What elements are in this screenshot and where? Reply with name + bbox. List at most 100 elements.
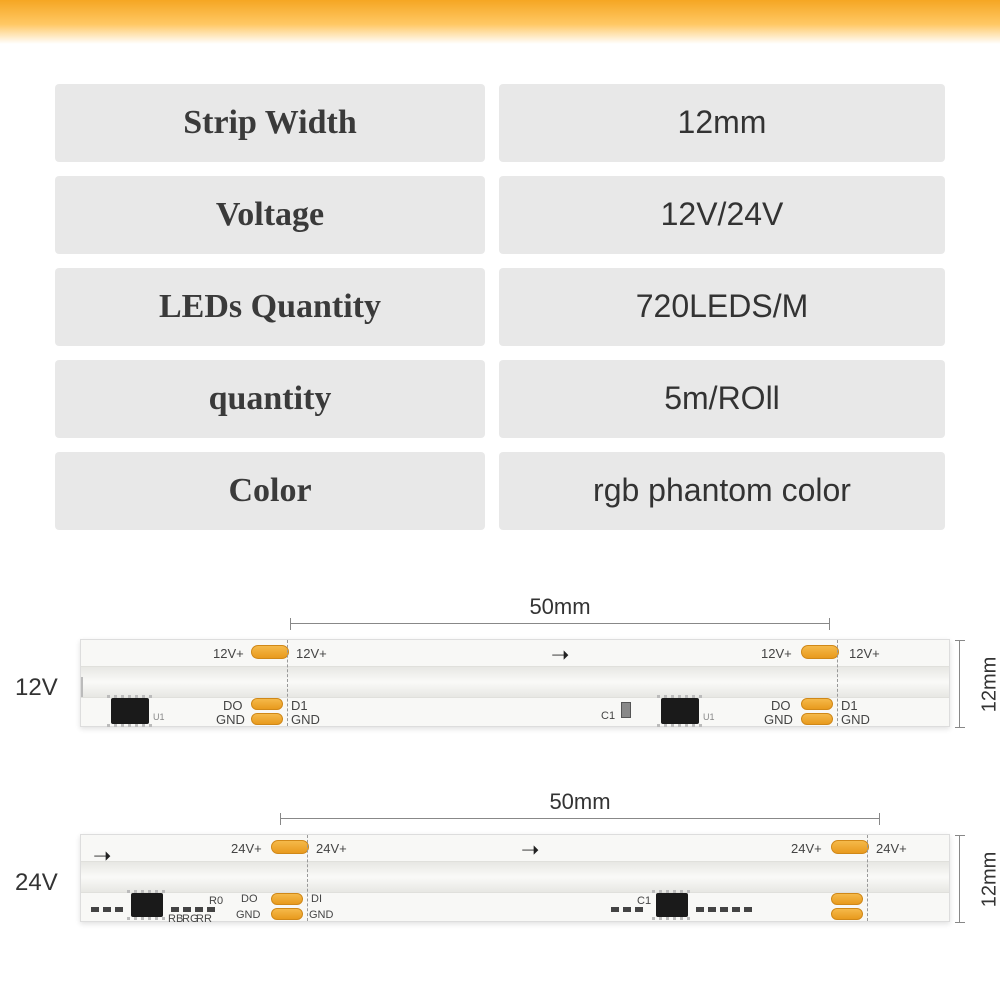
pad-label: 12V+ <box>213 646 244 661</box>
header-gradient <box>0 0 1000 44</box>
dimension-label: 12mm <box>978 656 1000 712</box>
cob-layer <box>81 861 949 893</box>
spec-label: Color <box>55 452 485 530</box>
smd-resistor <box>195 907 203 912</box>
pad-label: 24V+ <box>876 841 907 856</box>
solder-pad <box>271 893 303 905</box>
pad-label: GND <box>291 712 320 727</box>
component-label: C1 <box>637 895 651 907</box>
smd-resistor <box>115 907 123 912</box>
pad-label: DO <box>771 698 791 713</box>
spec-table: Strip Width 12mm Voltage 12V/24V LEDs Qu… <box>0 44 1000 564</box>
smd-resistor <box>744 907 752 912</box>
direction-arrow: ➝ <box>93 843 111 869</box>
pad-label: 24V+ <box>316 841 347 856</box>
smd-resistor <box>207 907 215 912</box>
direction-arrow: ➝ <box>521 837 539 863</box>
solder-pad <box>831 908 863 920</box>
cut-line <box>287 640 288 726</box>
solder-pad <box>271 840 309 854</box>
pad-label: 24V+ <box>791 841 822 856</box>
diagram-24v: 50mm 24V ➝ RB RG RR R0 24V+ 24V+ DO <box>10 789 990 949</box>
dimension-right: 12mm <box>954 835 999 923</box>
smd-resistor <box>720 907 728 912</box>
solder-pad <box>801 698 833 710</box>
led-strip-12v: U1 12V+ 12V+ DO D1 GND GND ➝ C1 U1 12V+ … <box>80 639 950 727</box>
voltage-side-label: 24V <box>15 869 58 897</box>
pad-label: D1 <box>841 698 858 713</box>
component-label: RB <box>168 913 183 925</box>
dimension-top: 50mm <box>290 594 830 624</box>
pad-label: DO <box>241 893 258 905</box>
dimension-label: 50mm <box>529 594 590 620</box>
component-label: R0 <box>209 895 223 907</box>
direction-arrow: ➝ <box>551 642 569 668</box>
pad-label: GND <box>216 712 245 727</box>
dimension-line <box>959 835 960 923</box>
capacitor <box>621 702 631 718</box>
dimension-right: 12mm <box>954 640 999 728</box>
smd-resistor <box>732 907 740 912</box>
chip-label: U1 <box>153 712 165 722</box>
pad-label: GND <box>236 909 260 921</box>
pad-label: DI <box>311 893 322 905</box>
dimension-top: 50mm <box>280 789 880 819</box>
solder-pad <box>831 840 869 854</box>
pad-label: GND <box>841 712 870 727</box>
pad-label: 12V+ <box>296 646 327 661</box>
spec-label: Voltage <box>55 176 485 254</box>
spec-row: quantity 5m/ROll <box>55 360 945 438</box>
diagrams-area: 50mm 12V U1 12V+ 12V+ DO D1 GND GND ➝ C1 <box>0 564 1000 949</box>
diagram-12v: 50mm 12V U1 12V+ 12V+ DO D1 GND GND ➝ C1 <box>10 594 990 754</box>
spec-label: quantity <box>55 360 485 438</box>
dimension-line <box>280 818 880 819</box>
spec-row: Strip Width 12mm <box>55 84 945 162</box>
smd-resistor <box>171 907 179 912</box>
spec-label: LEDs Quantity <box>55 268 485 346</box>
spec-value: 12V/24V <box>499 176 945 254</box>
dimension-line <box>290 623 830 624</box>
smd-resistor <box>611 907 619 912</box>
spec-value: 720LEDS/M <box>499 268 945 346</box>
chip-label: U1 <box>703 712 715 722</box>
spec-value: 12mm <box>499 84 945 162</box>
smd-resistor <box>635 907 643 912</box>
spec-value: rgb phantom color <box>499 452 945 530</box>
ic-chip <box>111 698 149 724</box>
dimension-label: 12mm <box>978 851 1000 907</box>
voltage-side-label: 12V <box>15 674 58 702</box>
smd-resistor <box>103 907 111 912</box>
smd-resistor <box>623 907 631 912</box>
solder-pad <box>251 698 283 710</box>
pad-label: D1 <box>291 698 308 713</box>
led-strip-24v: ➝ RB RG RR R0 24V+ 24V+ DO DI GND GND <box>80 834 950 922</box>
cut-line <box>867 835 868 921</box>
solder-pad <box>271 908 303 920</box>
dimension-label: 50mm <box>549 789 610 815</box>
smd-resistor <box>708 907 716 912</box>
solder-pad <box>251 713 283 725</box>
solder-pad <box>251 645 289 659</box>
spec-row: LEDs Quantity 720LEDS/M <box>55 268 945 346</box>
pad-label: GND <box>764 712 793 727</box>
cut-line <box>837 640 838 726</box>
spec-value: 5m/ROll <box>499 360 945 438</box>
pad-label: 12V+ <box>761 646 792 661</box>
divider <box>81 677 83 697</box>
solder-pad <box>801 645 839 659</box>
spec-row: Color rgb phantom color <box>55 452 945 530</box>
component-label: C1 <box>601 710 615 722</box>
pad-label: 12V+ <box>849 646 880 661</box>
ic-chip <box>131 893 163 917</box>
solder-pad <box>801 713 833 725</box>
cut-line <box>307 835 308 921</box>
cob-layer <box>81 666 949 698</box>
smd-resistor <box>91 907 99 912</box>
component-label: RR <box>196 913 212 925</box>
solder-pad <box>831 893 863 905</box>
smd-resistor <box>696 907 704 912</box>
ic-chip <box>661 698 699 724</box>
dimension-line <box>959 640 960 728</box>
ic-chip <box>656 893 688 917</box>
pad-label: DO <box>223 698 243 713</box>
